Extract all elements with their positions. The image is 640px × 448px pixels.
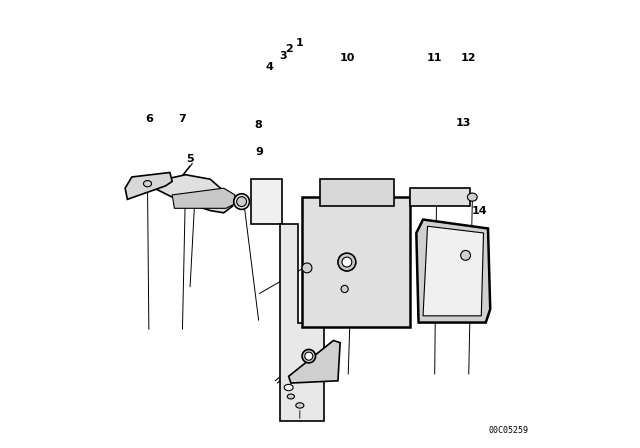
Text: 10: 10	[339, 53, 355, 63]
Ellipse shape	[341, 285, 348, 293]
Polygon shape	[251, 179, 282, 224]
Text: 13: 13	[456, 118, 471, 128]
Polygon shape	[410, 188, 470, 206]
Polygon shape	[423, 226, 484, 316]
Text: 8: 8	[255, 121, 262, 130]
Text: 9: 9	[255, 147, 264, 157]
Text: 5: 5	[186, 154, 194, 164]
Text: 15: 15	[334, 181, 349, 191]
Polygon shape	[154, 175, 233, 213]
Text: 4: 4	[266, 62, 274, 72]
Polygon shape	[289, 340, 340, 383]
Text: 11: 11	[427, 53, 442, 63]
Polygon shape	[125, 172, 172, 199]
Ellipse shape	[302, 263, 312, 273]
Ellipse shape	[467, 193, 477, 201]
Polygon shape	[302, 197, 410, 327]
Ellipse shape	[234, 194, 250, 209]
Ellipse shape	[338, 253, 356, 271]
Polygon shape	[417, 220, 490, 323]
Ellipse shape	[143, 181, 152, 187]
Text: 1: 1	[296, 38, 304, 47]
Ellipse shape	[287, 394, 294, 399]
Text: 7: 7	[179, 114, 186, 124]
Polygon shape	[172, 188, 235, 208]
Ellipse shape	[296, 403, 304, 408]
Text: 6: 6	[145, 114, 153, 124]
Ellipse shape	[302, 349, 316, 363]
Text: 00C05259: 00C05259	[488, 426, 528, 435]
Text: 3: 3	[280, 51, 287, 61]
Ellipse shape	[461, 250, 470, 260]
Ellipse shape	[342, 257, 352, 267]
Polygon shape	[280, 224, 324, 421]
Text: 2: 2	[285, 44, 292, 54]
Ellipse shape	[284, 384, 293, 391]
Text: 14: 14	[471, 206, 487, 215]
Text: 12: 12	[461, 53, 477, 63]
Ellipse shape	[237, 197, 246, 207]
Polygon shape	[320, 179, 394, 206]
Ellipse shape	[305, 352, 313, 360]
